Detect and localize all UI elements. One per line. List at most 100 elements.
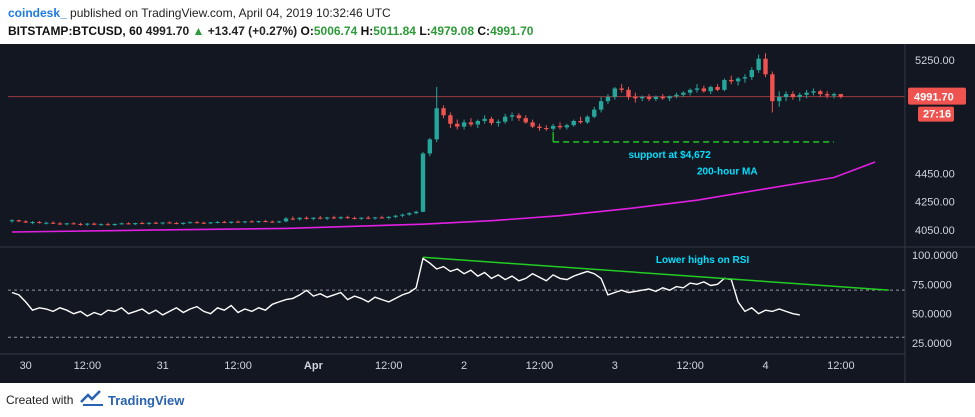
candle-body xyxy=(715,87,720,90)
candle-body xyxy=(783,94,789,97)
candle-body xyxy=(92,223,97,225)
candle-body xyxy=(482,118,487,121)
candle-body xyxy=(687,89,693,93)
candle-body xyxy=(818,91,823,95)
candle-body xyxy=(763,58,768,75)
candle-body xyxy=(215,221,220,223)
up-arrow-icon: ▲ xyxy=(192,24,205,38)
candle-body xyxy=(386,216,391,218)
tradingview-brand[interactable]: TradingView xyxy=(108,393,185,408)
candle-body xyxy=(187,222,193,224)
candle-body xyxy=(653,96,659,100)
open-label: O: xyxy=(300,24,314,38)
footer: Created with TradingView xyxy=(0,383,975,417)
candle-body xyxy=(619,88,624,90)
candle-body xyxy=(831,94,837,96)
candle-body xyxy=(557,125,563,128)
candle-body xyxy=(598,101,604,110)
ma-annotation: 200-hour MA xyxy=(697,167,758,178)
candle-body xyxy=(181,222,186,224)
candle-body xyxy=(722,79,727,90)
close-value: 4991.70 xyxy=(490,24,534,38)
candle-body xyxy=(194,222,200,224)
candle-body xyxy=(413,211,419,214)
chart-canvas[interactable]: support at $4,672 200-hour MA Lower highs… xyxy=(0,44,975,383)
candle-body xyxy=(790,94,796,97)
candle-body xyxy=(270,221,275,223)
candle-body xyxy=(660,96,665,99)
candle-body xyxy=(544,128,549,130)
candle-body xyxy=(64,223,69,225)
time-tick-label: 3 xyxy=(612,360,618,372)
author-brand[interactable]: coindesk_ xyxy=(8,6,67,20)
price-pane[interactable]: support at $4,672 200-hour MA xyxy=(8,53,905,233)
chart-background xyxy=(0,44,975,383)
candle-body xyxy=(461,122,467,127)
candle-body xyxy=(811,91,816,93)
candle-body xyxy=(824,94,830,96)
candle-body xyxy=(366,217,371,219)
candle-body xyxy=(359,217,364,219)
candle-body xyxy=(475,120,480,125)
rsi-tick-label: 75.0000 xyxy=(912,279,952,291)
candle-body xyxy=(379,217,385,219)
candle-body xyxy=(804,92,809,95)
countdown-label: 27:16 xyxy=(923,109,951,121)
rsi-annotation: Lower highs on RSI xyxy=(656,255,750,266)
candle-body xyxy=(85,223,90,225)
candle-body xyxy=(694,88,700,90)
candle-body xyxy=(838,94,844,97)
candle-body xyxy=(516,115,522,119)
symbol-label[interactable]: BITSTAMP:BTCUSD, 60 xyxy=(8,24,143,38)
close-label: C: xyxy=(477,24,491,38)
candle-body xyxy=(571,120,576,126)
candle-body xyxy=(119,223,124,225)
rsi-tick-label: 25.0000 xyxy=(912,338,952,350)
low-label: L: xyxy=(419,24,431,38)
candle-body xyxy=(283,218,289,222)
time-tick-label: Apr xyxy=(304,360,324,372)
high-value: 5011.84 xyxy=(373,24,416,38)
price-tick-label: 4450.00 xyxy=(915,168,955,180)
last-price: 4991.70 xyxy=(145,24,190,38)
candle-body xyxy=(564,125,570,128)
time-tick-label: 12:00 xyxy=(74,360,102,372)
candle-body xyxy=(633,96,638,99)
time-tick-label: 30 xyxy=(20,360,32,372)
candle-body xyxy=(468,122,474,125)
candle-body xyxy=(400,214,405,216)
candle-body xyxy=(222,221,227,223)
candle-body xyxy=(242,221,248,223)
candle-body xyxy=(420,153,426,212)
candle-body xyxy=(434,108,439,140)
candle-body xyxy=(208,222,213,224)
candle-body xyxy=(133,223,138,225)
price-change: +13.47 (+0.27%) xyxy=(207,24,298,38)
candle-body xyxy=(489,118,494,124)
candle-body xyxy=(674,94,679,97)
candle-body xyxy=(626,89,631,97)
candle-body xyxy=(78,223,83,225)
ma-200-line xyxy=(11,161,876,233)
candle-body xyxy=(578,120,583,123)
candle-body xyxy=(797,94,802,97)
candle-body xyxy=(304,217,309,219)
rsi-pane[interactable]: Lower highs on RSI xyxy=(8,255,905,338)
candle-body xyxy=(331,217,337,219)
candle-body xyxy=(646,96,652,100)
candle-body xyxy=(153,222,159,224)
candle-body xyxy=(201,222,206,224)
tradingview-logo-icon xyxy=(80,390,103,406)
candle-body xyxy=(530,122,535,127)
axes: 5250.00 4450.00 4250.00 4050.00 4991.70 27:16… xyxy=(0,44,975,383)
candle-body xyxy=(701,88,707,92)
low-value: 4979.08 xyxy=(430,24,475,38)
candle-body xyxy=(98,224,104,226)
candle-body xyxy=(667,96,672,99)
candle-body xyxy=(749,70,754,78)
candle-body xyxy=(523,118,528,123)
candle-body xyxy=(146,222,152,224)
time-tick-label: 2 xyxy=(461,360,467,372)
price-tick-label: 4050.00 xyxy=(915,225,955,237)
candle-body xyxy=(50,222,56,224)
